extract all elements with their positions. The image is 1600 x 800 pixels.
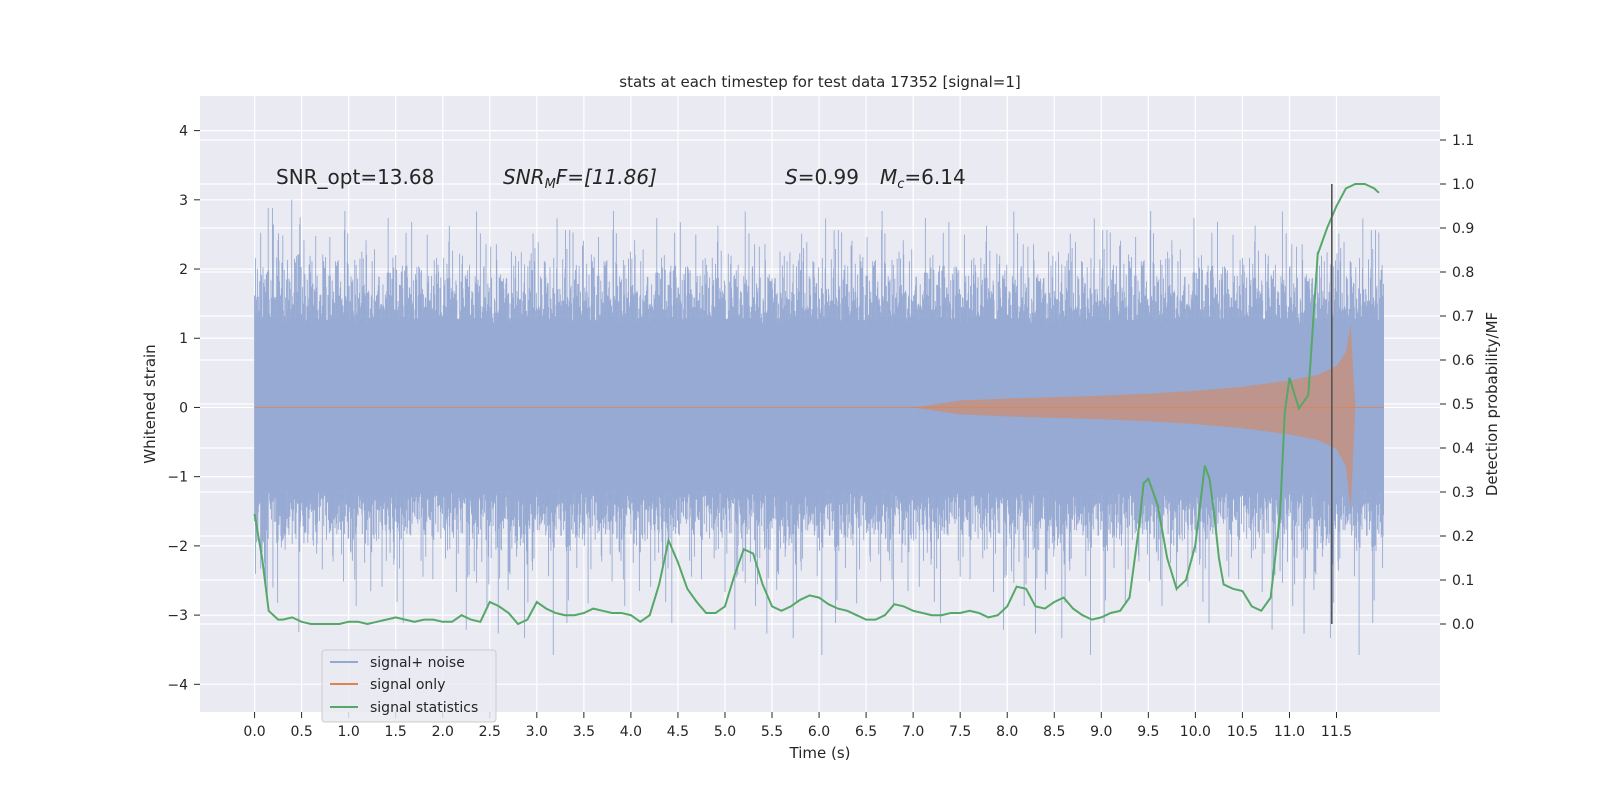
annotation-s-value: =0.99 [798,165,859,189]
y-tick-label-7: 3 [179,193,188,209]
y-axis-label-right: Detection probability/MF [1483,312,1501,496]
x-tick-label-15: 7.5 [949,724,971,740]
y-tick-label-4: 0 [179,400,188,416]
x-tick-label-18: 9.0 [1090,724,1112,740]
yr-tick-label-10: 1.0 [1452,177,1474,193]
y-tick-label-2: −2 [167,539,188,555]
x-tick-label-4: 2.0 [432,724,454,740]
y-tick-label-6: 2 [179,262,188,278]
annotation-snr-mf-value: F=[11.86] [556,165,657,189]
y-tick-label-3: −1 [167,470,188,486]
x-tick-label-5: 2.5 [479,724,501,740]
y-axis-label-left: Whitened strain [141,344,159,463]
yr-tick-label-2: 0.2 [1452,529,1474,545]
x-tick-label-10: 5.0 [714,724,736,740]
x-tick-label-21: 10.5 [1227,724,1258,740]
x-tick-label-19: 9.5 [1137,724,1159,740]
x-axis-ticks: 0.0 0.5 1.0 1.5 2.0 2.5 3.0 3.5 4.0 4.5 5.0 5.5 6.0 6… [243,712,1352,740]
yr-tick-label-3: 0.3 [1452,485,1474,501]
x-tick-label-11: 5.5 [761,724,783,740]
x-tick-label-2: 1.0 [338,724,360,740]
annotation-mc-value: =6.14 [904,165,965,189]
signal-statistics-series [253,183,1380,626]
annotation-s-symbol: S [785,165,798,189]
x-tick-label-9: 4.5 [667,724,689,740]
x-tick-label-0: 0.0 [243,724,265,740]
yr-tick-label-0: 0.0 [1452,617,1474,633]
annotation-mc-subscript: c [897,177,904,192]
legend-label-signal-statistics: signal statistics [370,700,478,716]
y-tick-label-5: 1 [179,331,188,347]
x-tick-label-7: 3.5 [573,724,595,740]
annotation-snr-mf-f: F=[11.86] [556,165,657,189]
yr-tick-label-11: 1.1 [1452,133,1474,149]
x-tick-label-8: 4.0 [620,724,642,740]
legend: signal+ noise signal only signal statist… [321,649,497,723]
annotation-snr-mf-symbol: SNR [503,165,545,189]
y-tick-label-8: 4 [179,124,188,140]
x-tick-label-22: 11.0 [1274,724,1305,740]
signal-statistics-line [253,183,1380,626]
x-tick-label-12: 6.0 [808,724,830,740]
chart-title: stats at each timestep for test data 173… [619,73,1020,91]
yr-tick-label-9: 0.9 [1452,221,1474,237]
legend-label-signal-noise: signal+ noise [370,655,465,671]
yr-tick-label-7: 0.7 [1452,309,1474,325]
y-tick-label-1: −3 [167,608,188,624]
x-tick-label-14: 7.0 [902,724,924,740]
yr-tick-label-8: 0.8 [1452,265,1474,281]
annotation-snr-mf: SNRMF=[11.86] [503,165,657,192]
x-axis-label: Time (s) [789,744,851,762]
x-tick-label-6: 3.0 [526,724,548,740]
legend-label-signal-only: signal only [370,677,445,693]
annotation-snr-opt: SNR_opt=13.68 [276,165,434,189]
y-axis-ticks-left: −4 −3 −2 −1 0 1 2 3 4 [167,124,200,693]
legend-box [321,649,497,723]
yr-tick-label-1: 0.1 [1452,573,1474,589]
annotation-mc-symbol: M [880,165,897,189]
annotation-s: S=0.99 [785,165,859,189]
x-tick-label-3: 1.5 [385,724,407,740]
yr-tick-label-4: 0.4 [1452,441,1474,457]
yr-tick-label-6: 0.6 [1452,353,1474,369]
y-axis-ticks-right: 0.0 0.1 0.2 0.3 0.4 0.5 0.6 0.7 0.8 0.9 1.0 1.1 [1440,133,1474,633]
yr-tick-label-5: 0.5 [1452,397,1474,413]
x-tick-label-13: 6.5 [855,724,877,740]
annotation-snr-mf-subscript: M [545,177,556,192]
x-tick-label-16: 8.0 [996,724,1018,740]
y-tick-label-0: −4 [167,677,188,693]
annotation-mc: Mc=6.14 [880,165,966,192]
x-tick-label-23: 11.5 [1321,724,1352,740]
x-tick-label-17: 8.5 [1043,724,1065,740]
x-tick-label-20: 10.0 [1180,724,1211,740]
x-tick-label-1: 0.5 [290,724,312,740]
signal-only-series [254,324,1384,512]
signal-envelope [913,324,1356,512]
